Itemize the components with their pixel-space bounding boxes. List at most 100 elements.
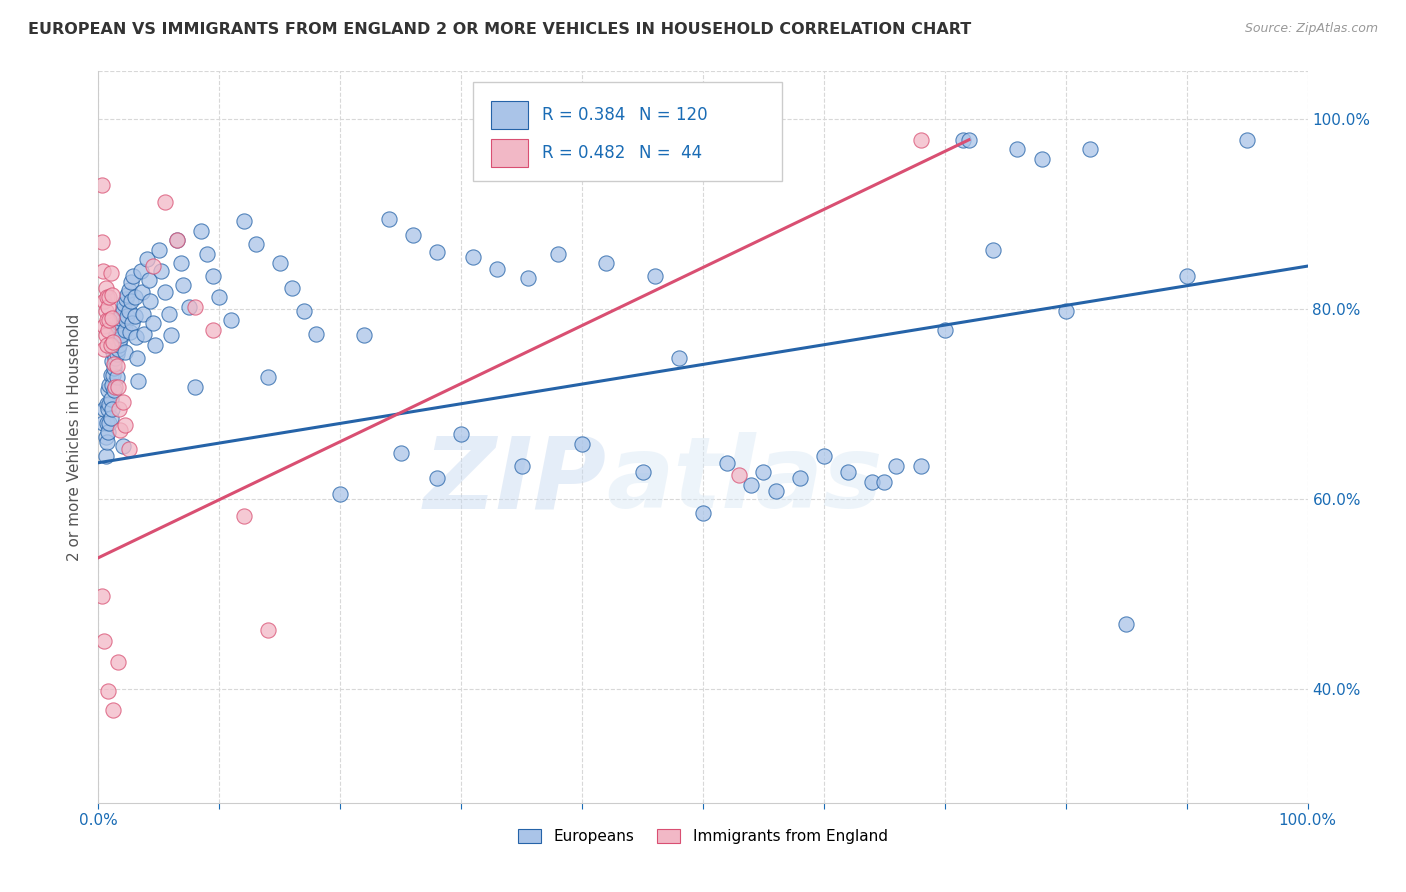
Point [97,425,120,440]
Point [97,383,120,397]
Point [595,256,617,270]
Point [740,477,762,491]
Point [100,338,122,352]
Point [256,370,278,384]
Point [101,335,124,350]
Point [256,623,278,637]
Point [305,326,328,341]
Point [107,655,129,669]
Point [837,465,859,479]
Point [94,430,117,444]
Point [107,342,129,356]
Point [125,330,148,344]
Point [160,328,183,343]
Point [101,344,124,359]
Point [93,342,115,356]
Point [103,340,125,354]
Point [96,290,118,304]
Point [107,321,129,335]
Point [463,250,485,264]
Point [232,214,254,228]
Point [93,401,115,416]
Point [195,246,218,260]
Point [110,328,132,343]
Point [117,287,139,301]
Point [98,416,121,430]
Point [100,354,122,368]
Point [510,458,533,473]
Point [281,281,304,295]
Point [94,328,117,343]
Point [96,313,118,327]
Point [138,273,160,287]
Point [131,285,153,299]
Point [124,310,146,324]
Point [148,243,170,257]
Point [169,256,191,270]
Point [111,395,134,409]
Point [121,316,143,330]
Point [114,323,136,337]
Point [860,475,883,489]
Point [910,458,932,473]
Point [142,259,165,273]
Point [104,351,127,366]
Point [96,416,118,430]
Point [486,262,509,277]
Point [108,332,131,346]
Point [98,290,121,304]
Point [96,338,118,352]
Point [221,313,243,327]
Point [91,264,114,278]
Point [118,283,141,297]
Point [114,417,136,432]
Point [910,133,932,147]
Point [105,347,128,361]
Point [571,436,593,450]
Text: R = 0.482: R = 0.482 [543,145,626,162]
Point [952,133,974,147]
Point [547,246,569,260]
Point [118,303,141,318]
Text: R = 0.384: R = 0.384 [543,106,626,124]
Point [97,323,120,337]
Point [117,310,139,324]
Point [957,133,980,147]
Point [184,380,207,394]
Point [107,380,129,394]
Point [105,326,128,340]
Text: ZIP: ZIP [423,433,606,530]
Point [139,294,162,309]
Point [101,368,124,383]
Point [100,377,122,392]
Legend: Europeans, Immigrants from England: Europeans, Immigrants from England [512,822,894,850]
Point [129,264,152,278]
Point [157,307,180,321]
Text: Source: ZipAtlas.com: Source: ZipAtlas.com [1244,22,1378,36]
Point [668,351,690,366]
FancyBboxPatch shape [474,82,782,181]
Point [94,281,117,295]
Point [179,300,201,314]
Point [981,243,1004,257]
Point [329,487,352,501]
Point [353,328,375,343]
Point [752,465,775,479]
Point [153,195,176,210]
Point [292,303,315,318]
Point [91,416,114,430]
Point [93,318,115,333]
Point [245,237,267,252]
Point [873,475,896,489]
Point [124,290,146,304]
Point [269,256,291,270]
Point [789,471,811,485]
Point [426,471,449,485]
Point [110,307,132,321]
Point [166,234,188,248]
Point [100,266,122,280]
Point [377,211,399,226]
Point [118,325,141,339]
Point [1054,303,1077,318]
Point [100,401,122,416]
